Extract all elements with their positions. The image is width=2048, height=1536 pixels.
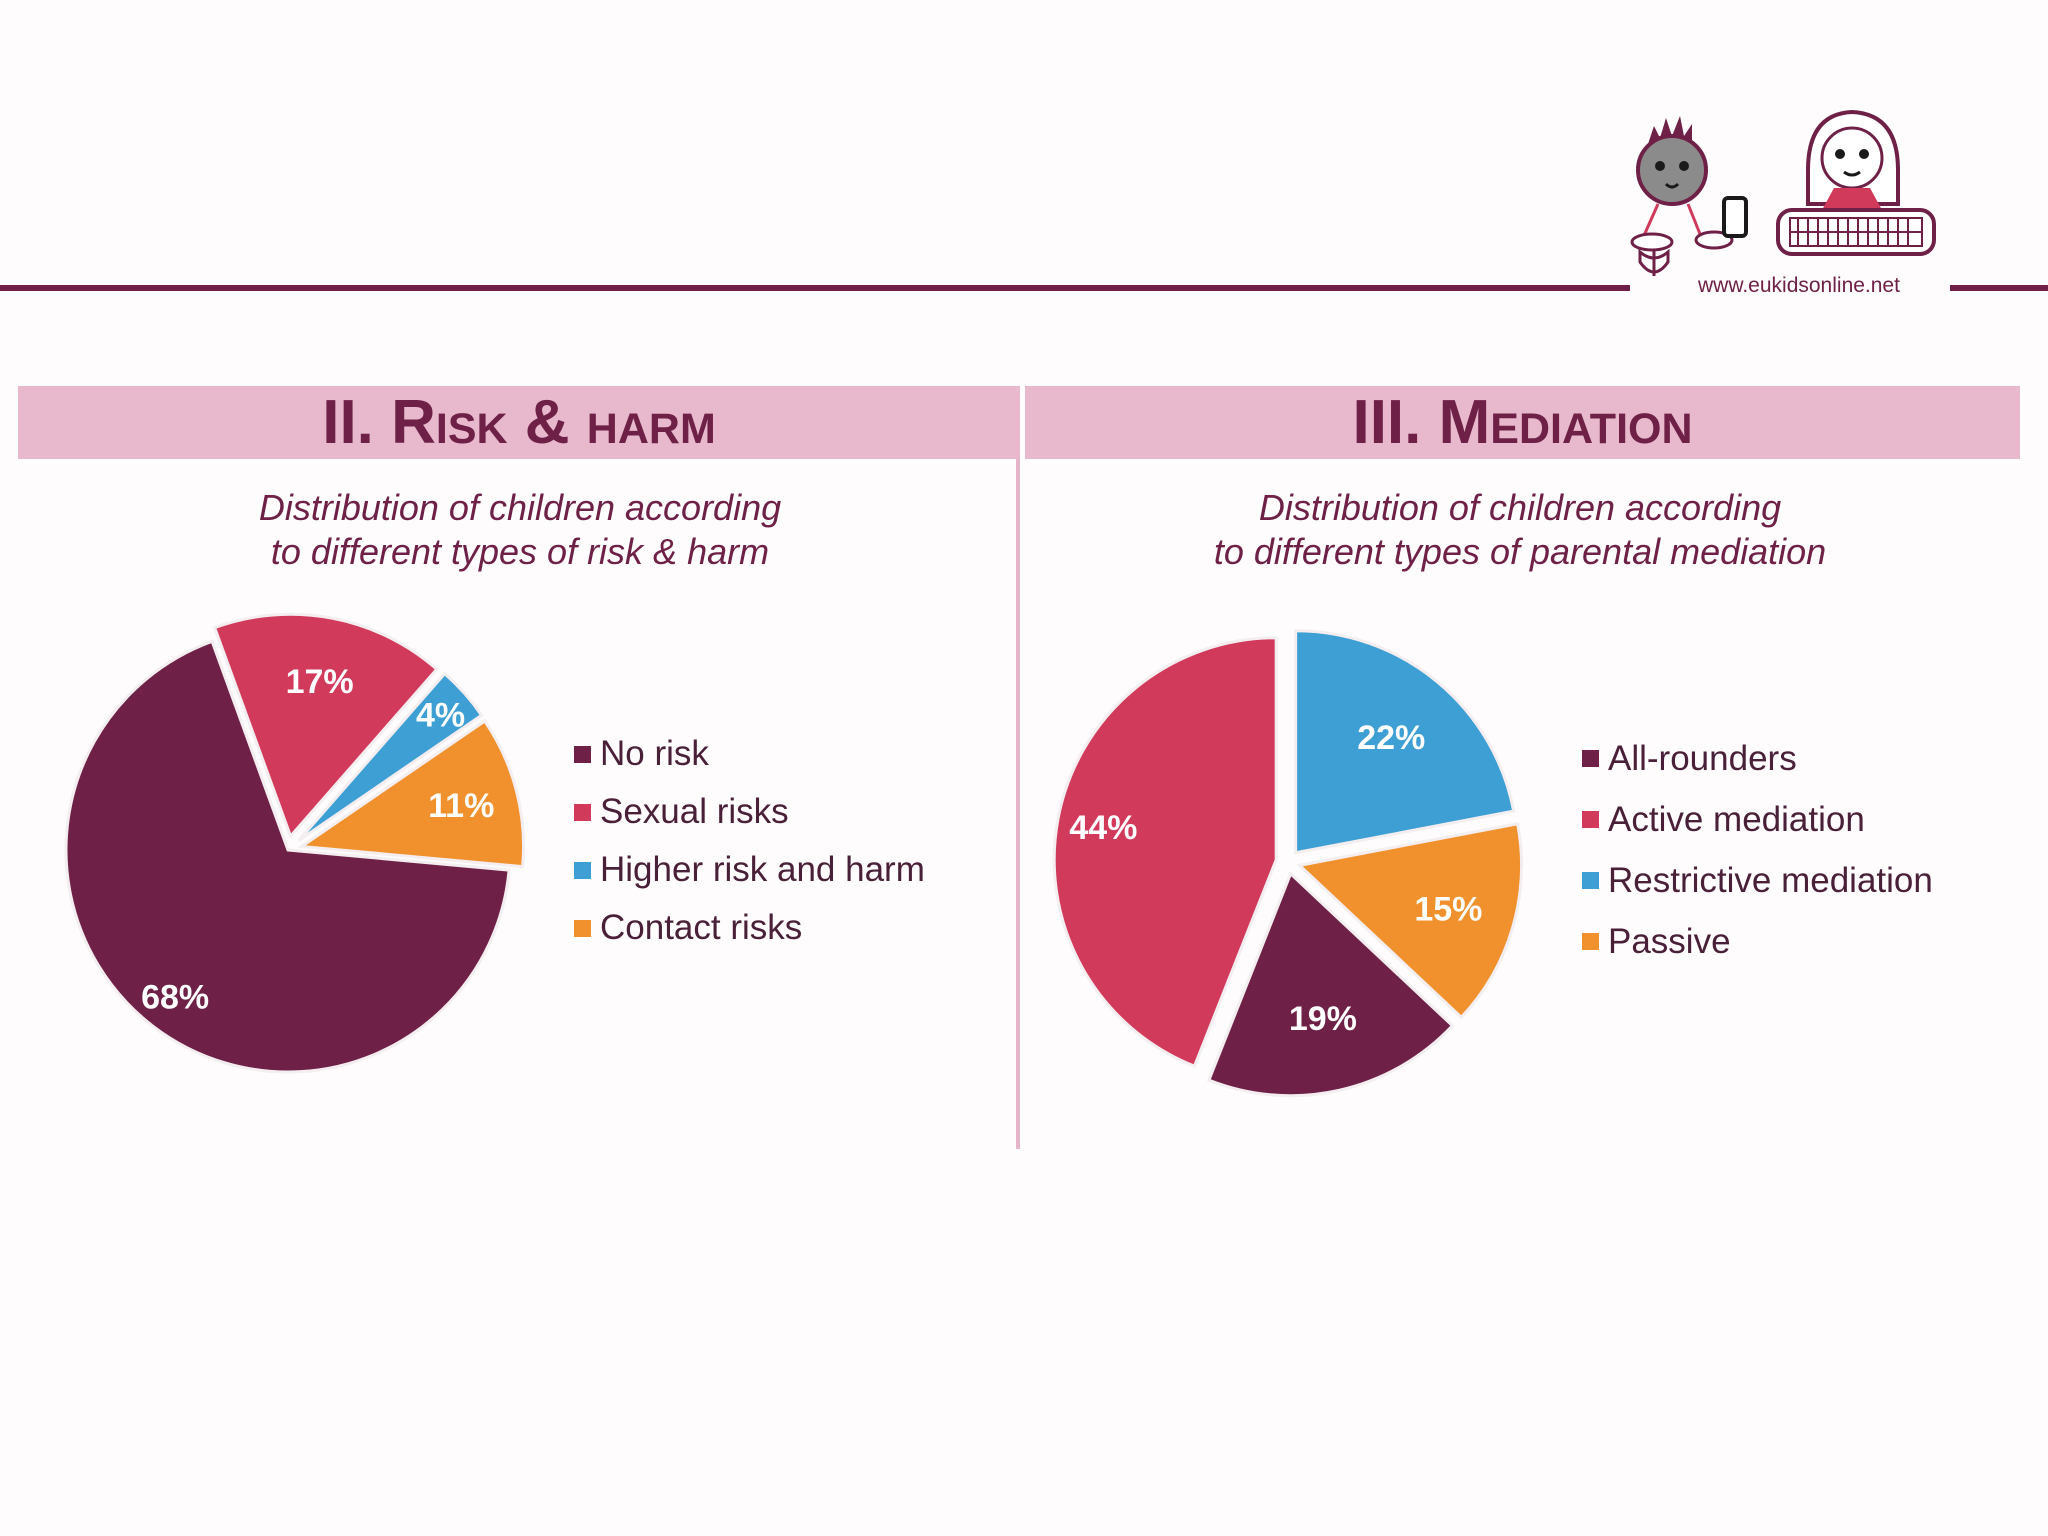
section-header-band-mediation	[1025, 386, 2020, 459]
legend-swatch	[1582, 811, 1599, 828]
section-divider	[1016, 459, 1020, 1149]
legend-label: Active mediation	[1608, 799, 1865, 839]
header-rule-right	[1950, 285, 2048, 291]
legend-item: Passive	[1582, 911, 1933, 972]
chart-subtitle-risk: Distribution of children according to di…	[100, 486, 940, 574]
pie-data-label: 17%	[286, 663, 354, 701]
pie-slice-no-risk	[64, 639, 511, 1074]
legend-item: Restrictive mediation	[1582, 850, 1933, 911]
legend-label: Higher risk and harm	[600, 850, 925, 889]
legend-label: All-rounders	[1608, 738, 1797, 778]
legend-swatch	[574, 745, 591, 763]
pie-data-label: 44%	[1069, 809, 1137, 847]
pie-slice-higher-risk-and-harm	[297, 671, 484, 842]
legend-mediation: All-rounders Active mediation Restrictiv…	[1582, 728, 1933, 972]
pie-data-label: 22%	[1357, 719, 1425, 757]
pie-data-label: 15%	[1414, 891, 1482, 929]
legend-risk: No risk Sexual risks Higher risk and har…	[574, 725, 925, 957]
legend-swatch	[574, 919, 591, 937]
subtitle-line: Distribution of children according	[258, 487, 782, 528]
website-url[interactable]: www.eukidsonline.net	[1698, 274, 1900, 297]
legend-label: Passive	[1608, 921, 1731, 961]
legend-label: No risk	[600, 734, 709, 773]
pie-data-label: 11%	[428, 787, 494, 825]
subtitle-line: Distribution of children according	[1258, 487, 1782, 528]
legend-item: Higher risk and harm	[574, 841, 925, 899]
header-rule-left	[0, 285, 1630, 291]
legend-swatch	[574, 861, 591, 879]
pie-chart-mediation: 22% 15% 19% 44%	[1052, 629, 1523, 1098]
legend-label: Contact risks	[600, 908, 803, 947]
chart-subtitle-mediation: Distribution of children according to di…	[1100, 486, 1940, 574]
section-title-risk: II. Risk & harm	[322, 388, 716, 457]
legend-item: Active mediation	[1582, 789, 1933, 850]
legend-swatch	[1582, 933, 1599, 950]
pie-slice-restrictive-mediation	[1294, 629, 1516, 855]
pie-data-label: 4%	[416, 697, 465, 735]
pie-slice-passive	[1296, 821, 1523, 1020]
pie-slice-active-mediation	[1052, 636, 1278, 1069]
pie-data-label: 19%	[1289, 1000, 1357, 1038]
legend-item: Sexual risks	[574, 783, 925, 841]
pie-data-label: 68%	[141, 979, 209, 1017]
legend-label: Sexual risks	[600, 792, 789, 831]
legend-item: All-rounders	[1582, 728, 1933, 789]
subtitle-line: to different types of risk & harm	[270, 531, 770, 572]
legend-swatch	[1582, 750, 1599, 767]
legend-swatch	[574, 803, 591, 821]
pie-slice-all-rounders	[1206, 871, 1455, 1098]
subtitle-line: to different types of parental mediation	[1213, 531, 1827, 572]
pie-slice-sexual-risks	[212, 612, 439, 840]
pie-slice-contact-risks	[297, 718, 526, 869]
legend-swatch	[1582, 872, 1599, 889]
pie-chart-risk: 17% 4% 11% 68%	[64, 612, 526, 1074]
legend-label: Restrictive mediation	[1608, 860, 1933, 900]
legend-item: No risk	[574, 725, 925, 783]
eukidsonline-logo	[1630, 109, 1936, 276]
section-title-mediation: III. Mediation	[1352, 388, 1693, 457]
section-header-band-risk	[18, 386, 1020, 459]
legend-item: Contact risks	[574, 899, 925, 957]
